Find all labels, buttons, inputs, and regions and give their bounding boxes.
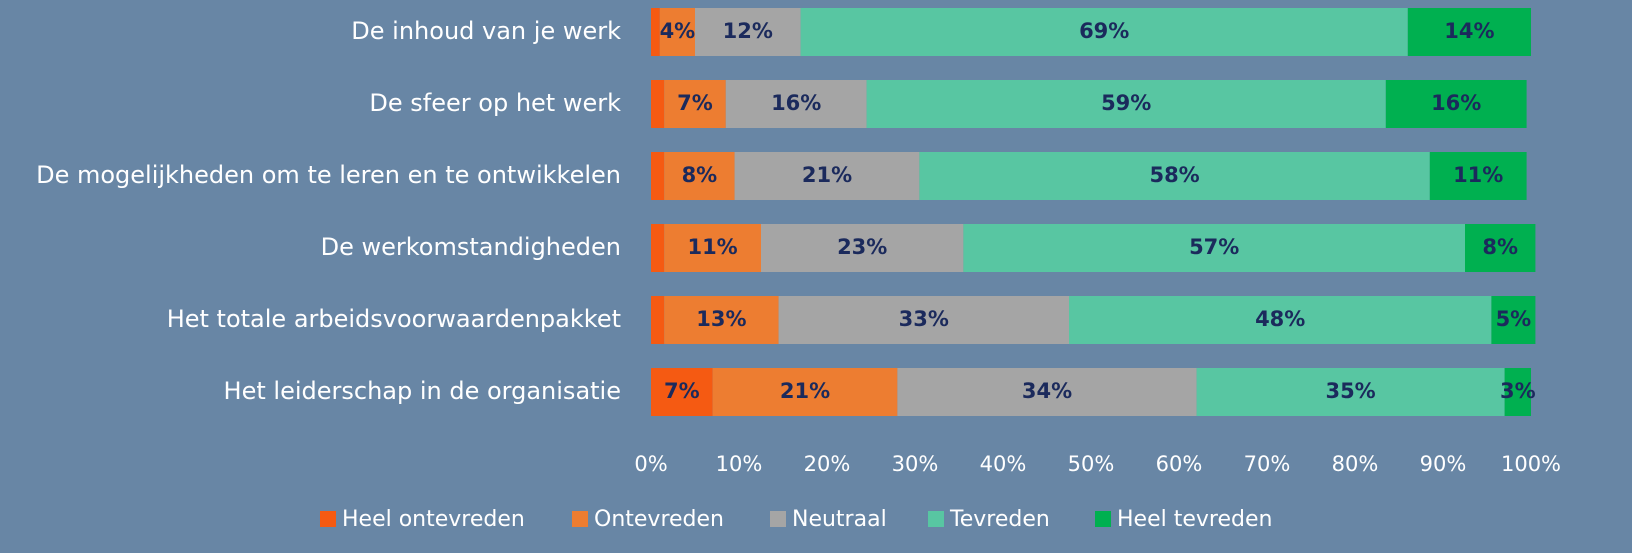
bar-segment	[651, 224, 665, 272]
bar-segment	[800, 8, 1408, 56]
x-tick-label: 30%	[892, 452, 939, 476]
category-label: Het leiderschap in de organisatie	[224, 377, 621, 405]
value-label: 12%	[723, 19, 773, 43]
value-label: 21%	[802, 163, 852, 187]
value-label: 57%	[1189, 235, 1239, 259]
x-tick-label: 100%	[1501, 452, 1561, 476]
legend-label: Tevreden	[949, 507, 1050, 532]
value-label: 69%	[1079, 19, 1129, 43]
x-tick-label: 10%	[716, 452, 763, 476]
x-tick-label: 50%	[1068, 452, 1115, 476]
bar-segment	[651, 152, 665, 200]
bar-segment	[725, 80, 867, 128]
value-label: 8%	[1482, 235, 1518, 259]
bar-segment	[1504, 368, 1531, 416]
value-label: 14%	[1444, 19, 1494, 43]
value-label: 3%	[1500, 379, 1536, 403]
value-label: 7%	[677, 91, 713, 115]
x-tick-label: 90%	[1420, 452, 1467, 476]
x-tick-label: 60%	[1156, 452, 1203, 476]
x-tick-label: 80%	[1332, 452, 1379, 476]
bar-segment	[664, 80, 726, 128]
bar-segment	[1385, 80, 1527, 128]
category-label: De sfeer op het werk	[369, 89, 621, 117]
bar-segment	[651, 368, 713, 416]
value-label: 59%	[1101, 91, 1151, 115]
value-label: 13%	[696, 307, 746, 331]
bar-segment	[664, 224, 761, 272]
legend-label: Neutraal	[792, 507, 887, 532]
bar-segment	[778, 296, 1069, 344]
value-label: 34%	[1022, 379, 1072, 403]
bar-segment	[651, 8, 660, 56]
bar-segment	[1069, 296, 1492, 344]
value-label: 58%	[1149, 163, 1199, 187]
x-tick-label: 20%	[804, 452, 851, 476]
bar-segment	[651, 296, 665, 344]
bar-segment	[695, 8, 801, 56]
value-label: 33%	[899, 307, 949, 331]
value-label: 21%	[780, 379, 830, 403]
bar-segment	[897, 368, 1197, 416]
legend-label: Heel tevreden	[1117, 507, 1272, 532]
category-label: De mogelijkheden om te leren en te ontwi…	[36, 161, 621, 189]
bar-segment	[1491, 296, 1536, 344]
value-label: 11%	[687, 235, 737, 259]
bar-segment	[1465, 224, 1536, 272]
value-label: 4%	[660, 19, 696, 43]
value-label: 48%	[1255, 307, 1305, 331]
bar-segment	[712, 368, 898, 416]
value-label: 16%	[771, 91, 821, 115]
value-label: 8%	[682, 163, 718, 187]
bar-segment	[866, 80, 1386, 128]
bar-segment	[1429, 152, 1527, 200]
category-label: De werkomstandigheden	[321, 233, 621, 261]
legend-swatch	[320, 511, 336, 527]
bar-segment	[963, 224, 1465, 272]
legend-swatch	[770, 511, 786, 527]
x-tick-label: 40%	[980, 452, 1027, 476]
bar-segment	[1407, 8, 1531, 56]
bar-segment	[734, 152, 920, 200]
value-label: 7%	[664, 379, 700, 403]
category-label: Het totale arbeidsvoorwaardenpakket	[167, 305, 621, 333]
value-label: 11%	[1453, 163, 1503, 187]
legend-label: Ontevreden	[594, 507, 724, 532]
bar-segment	[664, 296, 779, 344]
bar-segment	[919, 152, 1430, 200]
value-label: 5%	[1496, 307, 1532, 331]
value-label: 16%	[1431, 91, 1481, 115]
bar-segment	[761, 224, 964, 272]
x-tick-label: 0%	[634, 452, 667, 476]
legend-swatch	[1095, 511, 1111, 527]
category-label: De inhoud van je werk	[351, 17, 621, 45]
legend-label: Heel ontevreden	[342, 507, 525, 532]
legend-swatch	[572, 511, 588, 527]
x-tick-label: 70%	[1244, 452, 1291, 476]
bar-segment	[1196, 368, 1505, 416]
value-label: 35%	[1325, 379, 1375, 403]
legend-swatch	[928, 511, 944, 527]
value-label: 23%	[837, 235, 887, 259]
bar-segment	[664, 152, 735, 200]
bar-segment	[651, 80, 665, 128]
bar-segment	[659, 8, 695, 56]
